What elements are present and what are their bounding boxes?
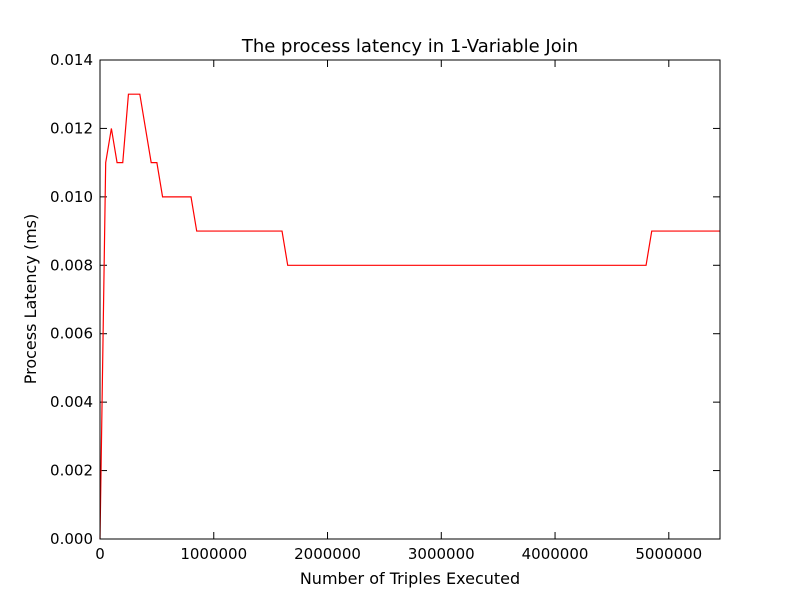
y-tick-label: 0.006 [50, 325, 93, 343]
y-axis-label: Process Latency (ms) [21, 214, 40, 385]
y-tick-label: 0.008 [50, 256, 93, 274]
y-tick-label: 0.004 [50, 393, 93, 411]
x-tick-label: 1000000 [180, 545, 247, 563]
y-tick-label: 0.014 [50, 51, 93, 69]
y-axis-ticks: 0.000 0.002 0.004 0.006 0.008 0.010 0.012 0.014 [50, 51, 720, 548]
x-axis-ticks: 0 1000000 2000000 3000000 4000000 5000000 [95, 60, 702, 563]
y-tick-label: 0.010 [50, 188, 93, 206]
y-tick-label: 0.000 [50, 530, 93, 548]
x-tick-label: 2000000 [294, 545, 361, 563]
x-tick-label: 5000000 [635, 545, 702, 563]
x-tick-label: 0 [95, 545, 105, 563]
x-tick-label: 3000000 [408, 545, 475, 563]
x-axis-label: Number of Triples Executed [300, 569, 520, 588]
y-tick-label: 0.012 [50, 119, 93, 137]
x-tick-label: 4000000 [522, 545, 589, 563]
y-tick-label: 0.002 [50, 462, 93, 480]
latency-series-line [99, 93, 720, 540]
plot-frame [99, 59, 721, 540]
chart-title: The process latency in 1-Variable Join [241, 36, 578, 57]
